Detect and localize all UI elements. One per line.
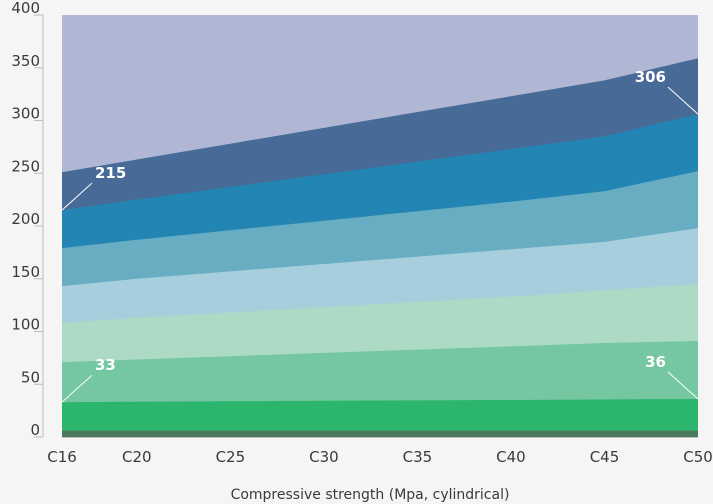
y-axis-ticks: 0 50 100 150 200 250 300 350 400 — [11, 0, 44, 439]
annotation-label: 215 — [95, 164, 126, 182]
x-tick-label: C16 — [47, 448, 77, 466]
y-tick-label: 0 — [30, 421, 40, 439]
y-tick-label: 250 — [11, 157, 40, 175]
y-tick-label: 400 — [11, 0, 40, 17]
x-tick-label: C40 — [496, 448, 526, 466]
y-tick-label: 150 — [11, 263, 40, 281]
y-tick-label: 350 — [11, 52, 40, 70]
area-layer-2 — [62, 399, 698, 437]
x-tick-label: C20 — [122, 448, 152, 466]
y-tick-label: 50 — [21, 368, 40, 386]
annotation-label: 36 — [645, 353, 666, 371]
annotation-label: 306 — [635, 68, 666, 86]
x-tick-label: C45 — [590, 448, 620, 466]
area-layer-1 — [62, 430, 698, 437]
x-tick-label: C25 — [216, 448, 246, 466]
y-tick-label: 100 — [11, 316, 40, 334]
x-tick-label: C50 — [683, 448, 713, 466]
y-tick-label: 300 — [11, 105, 40, 123]
x-tick-label: C35 — [403, 448, 433, 466]
annotation-leader-line — [667, 371, 699, 400]
x-tick-label: C30 — [309, 448, 339, 466]
x-axis-ticks: C16 C20 C25 C30 C35 C40 C45 C50 — [47, 437, 713, 466]
annotation-leader-line — [61, 182, 93, 211]
annotation-label: 33 — [95, 356, 116, 374]
annotation-leader-line — [667, 86, 699, 115]
y-tick-label: 200 — [11, 210, 40, 228]
annotations: 215 306 33 36 — [61, 68, 699, 403]
annotation-leader-line — [61, 374, 93, 403]
area-layers — [62, 15, 698, 438]
x-axis-label: Compressive strength (Mpa, cylindrical) — [231, 487, 510, 503]
